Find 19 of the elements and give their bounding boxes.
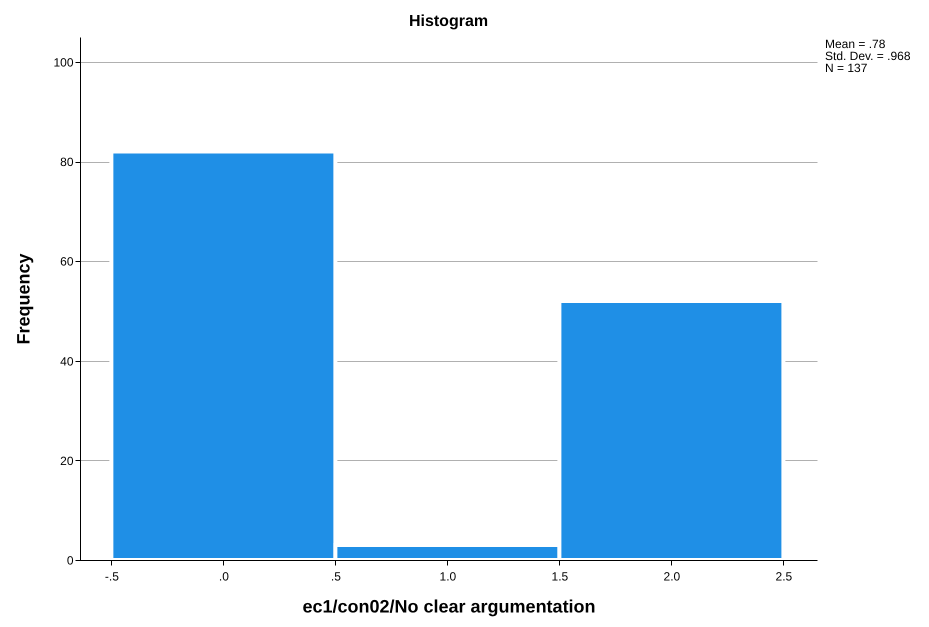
x-axis-title: ec1/con02/No clear argumentation — [302, 596, 596, 616]
chart-title: Histogram — [408, 13, 488, 30]
x-tick-label: 2.5 — [776, 570, 793, 584]
x-tick-label: -.5 — [104, 570, 120, 584]
y-tick-label: 20 — [60, 454, 74, 468]
y-axis-title: Frequency — [13, 253, 34, 345]
text: Mean = .78 — [825, 37, 886, 51]
text: N = 137 — [825, 61, 868, 75]
y-tick-label: 0 — [66, 554, 74, 568]
text: Std. Dev. = .968 — [825, 49, 911, 63]
x-tick-label: .5 — [330, 570, 342, 584]
x-tick-label: .0 — [218, 570, 230, 584]
y-tick-label: 60 — [60, 254, 74, 269]
x-tick-label: 1.5 — [552, 570, 569, 584]
y-tick-label: 80 — [60, 155, 74, 170]
y-tick-label: 100 — [53, 55, 74, 70]
y-tick-label: 40 — [60, 354, 74, 368]
x-tick-label: 2.0 — [664, 570, 681, 584]
x-tick-label: 1.0 — [440, 570, 457, 584]
